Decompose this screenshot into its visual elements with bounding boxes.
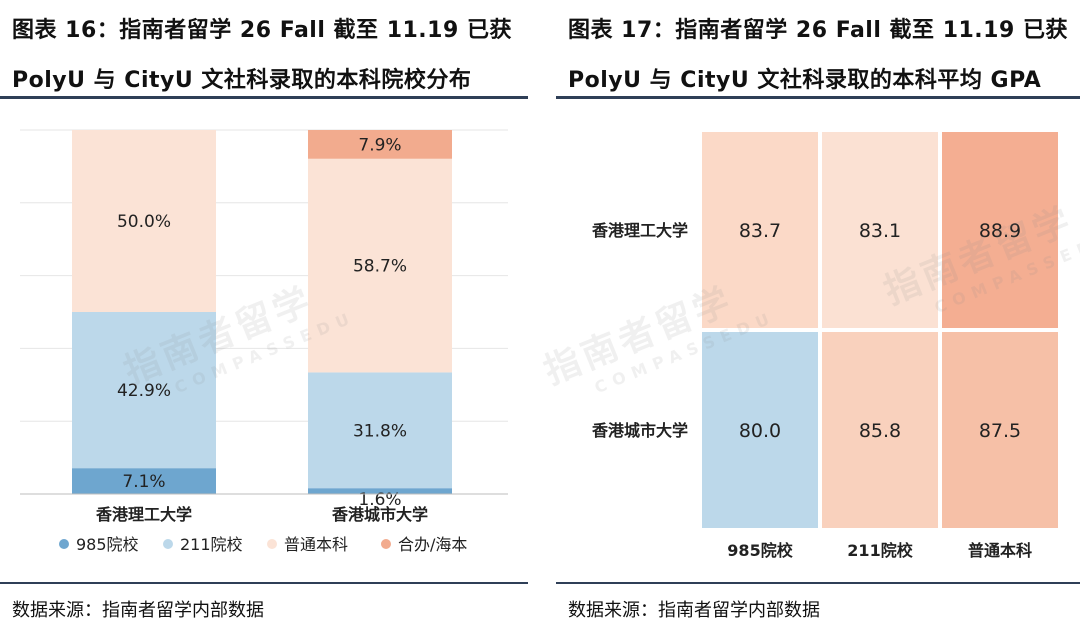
heatmap-cell: [942, 332, 1058, 528]
bar-value-label: 50.0%: [117, 212, 171, 232]
heatmap-column-label: 211院校: [847, 541, 913, 560]
legend-marker: [163, 539, 173, 549]
heatmap-cell: [942, 132, 1058, 328]
heatmap-cell-value: 83.7: [739, 220, 781, 242]
category-label: 香港理工大学: [95, 505, 192, 524]
legend-label: 普通本科: [284, 535, 348, 554]
bar-value-label: 7.1%: [122, 472, 165, 492]
left-title-line1: 图表 16：指南者留学 26 Fall 截至 11.19 已获: [12, 18, 512, 43]
category-label: 香港城市大学: [331, 505, 428, 524]
heatmap-cell: [822, 332, 938, 528]
heatmap-cell-value: 88.9: [979, 220, 1021, 242]
bar-value-label: 1.6%: [358, 490, 401, 510]
right-title-line1: 图表 17：指南者留学 26 Fall 截至 11.19 已获: [568, 18, 1068, 43]
heatmap-cell-value: 87.5: [979, 420, 1021, 442]
legend-marker: [267, 539, 277, 549]
legend-label: 211院校: [180, 535, 243, 554]
legend-marker: [59, 539, 69, 549]
bar-segment-1: [308, 488, 452, 494]
heatmap-column-label: 985院校: [727, 541, 793, 560]
heatmap-column-label: 普通本科: [968, 541, 1032, 560]
left-source-note: 数据来源：指南者留学内部数据: [12, 600, 264, 621]
bar-value-label: 58.7%: [353, 257, 407, 277]
heatmap-row-label: 香港理工大学: [591, 221, 688, 240]
gpa-heatmap-chart: 香港理工大学 83.7 83.1 88.9 香港城市大学 80.0 85.8 87.5 985院…: [591, 132, 1058, 560]
left-bottom-rule: [0, 582, 528, 584]
bar-segment-1: [72, 468, 216, 494]
right-title-rule: [556, 96, 1080, 99]
heatmap-cell: [702, 132, 818, 328]
right-title-line2: PolyU 与 CityU 文社科录取的本科平均 GPA: [568, 68, 1042, 93]
bar-value-label: 7.9%: [358, 135, 401, 155]
bar-segment-3: [72, 130, 216, 312]
bar-segment-3: [308, 158, 452, 373]
heatmap-cell: [702, 332, 818, 528]
stacked-bar-chart: 7.1% 42.9% 50.0% 香港理工大学 1.6% 31.8% 58.7% 7.9% 香港…: [20, 129, 508, 554]
heatmap-cell-value: 85.8: [859, 420, 901, 442]
legend-marker: [381, 539, 391, 549]
bar-value-label: 31.8%: [353, 421, 407, 441]
left-title-rule: [0, 96, 528, 99]
heatmap-cell-value: 80.0: [739, 420, 781, 442]
right-source-note: 数据来源：指南者留学内部数据: [568, 600, 820, 621]
heatmap-cell: [822, 132, 938, 328]
heatmap-row-label: 香港城市大学: [591, 421, 688, 440]
bar-value-label: 42.9%: [117, 381, 171, 401]
legend-label: 985院校: [76, 535, 139, 554]
bar-segment-2: [308, 372, 452, 489]
heatmap-cell-value: 83.1: [859, 220, 901, 242]
right-bottom-rule: [556, 582, 1080, 584]
bar-segment-2: [72, 312, 216, 469]
bar-segment-4: [308, 130, 452, 159]
left-title-line2: PolyU 与 CityU 文社科录取的本科院校分布: [12, 68, 472, 93]
legend-label: 合办/海本: [398, 535, 467, 554]
